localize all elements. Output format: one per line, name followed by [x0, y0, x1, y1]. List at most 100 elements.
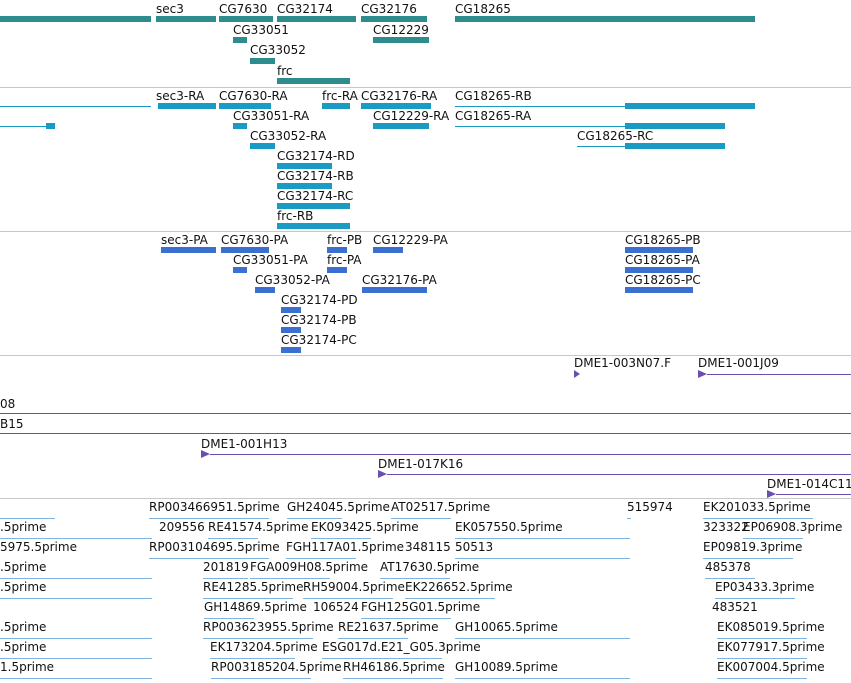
est-bar[interactable]	[250, 578, 330, 579]
protein-bar[interactable]	[625, 267, 693, 273]
clone-label[interactable]: DME1-014C11	[767, 477, 851, 491]
est-label[interactable]: 348115	[405, 540, 451, 554]
transcript-label[interactable]: CG33051-RA	[233, 109, 310, 123]
est-label[interactable]: 209556	[159, 520, 205, 534]
protein-label[interactable]: frc-PB	[327, 233, 363, 247]
est-label[interactable]: RP003466951.5prime	[149, 500, 280, 514]
est-label[interactable]: 5975.5prime	[0, 540, 77, 554]
est-label[interactable]: FGH117A01.5prime	[286, 540, 405, 554]
est-label[interactable]: GH10089.5prime	[455, 660, 558, 674]
est-bar[interactable]	[455, 678, 630, 679]
est-label[interactable]: EK077917.5prime	[717, 640, 825, 654]
est-label[interactable]: AT02517.5prime	[391, 500, 491, 514]
est-bar[interactable]	[717, 638, 807, 639]
est-label[interactable]: FGA009H08.5prime	[250, 560, 369, 574]
est-label[interactable]: 485378	[705, 560, 751, 574]
est-bar[interactable]	[287, 518, 342, 519]
protein-label[interactable]: CG12229-PA	[373, 233, 448, 247]
est-bar[interactable]	[149, 518, 269, 519]
est-label[interactable]: 515974	[627, 500, 673, 514]
est-label[interactable]: 323322	[703, 520, 749, 534]
clone-label[interactable]: DME1-001J09	[698, 356, 779, 370]
transcript-label[interactable]: CG18265-RA	[455, 109, 532, 123]
est-label[interactable]: 50513	[455, 540, 494, 554]
protein-label[interactable]: CG18265-PC	[625, 273, 701, 287]
transcript-label[interactable]: CG33052-RA	[250, 129, 327, 143]
gene-label[interactable]: CG32174	[277, 2, 333, 16]
est-bar[interactable]	[361, 618, 451, 619]
protein-label[interactable]: CG33052-PA	[255, 273, 330, 287]
est-label[interactable]: GH10065.5prime	[455, 620, 558, 634]
est-bar[interactable]	[203, 638, 313, 639]
transcript-label[interactable]: CG12229-RA	[373, 109, 450, 123]
est-label[interactable]: EP03433.3prime	[715, 580, 815, 594]
clone-label[interactable]: B15	[0, 417, 24, 431]
gene-label[interactable]: frc	[277, 64, 293, 78]
est-bar[interactable]	[0, 598, 152, 599]
est-bar[interactable]	[0, 538, 152, 539]
clone-label[interactable]: DME1-003N07.F	[574, 356, 672, 370]
est-label[interactable]: RH46186.5prime	[343, 660, 445, 674]
est-label[interactable]: .5prime	[0, 620, 47, 634]
est-bar[interactable]	[705, 578, 755, 579]
est-bar[interactable]	[455, 558, 630, 559]
protein-label[interactable]: CG32174-PB	[281, 313, 357, 327]
gene-bar[interactable]	[361, 16, 427, 22]
est-label[interactable]: GH24045.5prime	[287, 500, 390, 514]
gene-bar[interactable]	[233, 37, 247, 43]
transcript-bar[interactable]	[361, 103, 431, 109]
protein-label[interactable]: CG32176-PA	[362, 273, 437, 287]
est-bar[interactable]	[0, 658, 152, 659]
est-label[interactable]: EK173204.5prime	[210, 640, 318, 654]
est-bar[interactable]	[208, 538, 258, 539]
est-bar[interactable]	[717, 658, 807, 659]
est-bar[interactable]	[204, 618, 254, 619]
transcript-label[interactable]: CG32174-RD	[277, 149, 355, 163]
gene-bar[interactable]	[277, 78, 350, 84]
est-label[interactable]: .5prime	[0, 580, 47, 594]
est-bar[interactable]	[391, 518, 451, 519]
clone-bar[interactable]	[210, 454, 851, 455]
gene-label[interactable]: CG32176	[361, 2, 417, 16]
est-label[interactable]: FGH125G01.5prime	[361, 600, 481, 614]
est-bar[interactable]	[0, 638, 152, 639]
est-label[interactable]: AT17630.5prime	[380, 560, 480, 574]
est-bar[interactable]	[455, 538, 630, 539]
protein-label[interactable]: frc-PA	[327, 253, 362, 267]
clone-marker[interactable]	[201, 450, 210, 458]
protein-bar[interactable]	[255, 287, 275, 293]
protein-bar[interactable]	[625, 287, 693, 293]
est-label[interactable]: 483521	[712, 600, 758, 614]
clone-marker[interactable]	[698, 370, 707, 378]
transcript-bar[interactable]	[625, 103, 755, 109]
protein-label[interactable]: sec3-PA	[161, 233, 208, 247]
est-bar[interactable]	[203, 598, 293, 599]
transcript-label[interactable]: CG32176-RA	[361, 89, 438, 103]
est-label[interactable]: RE41574.5prime	[208, 520, 309, 534]
est-label[interactable]: EK085019.5prime	[717, 620, 825, 634]
gene-label[interactable]: CG33051	[233, 23, 289, 37]
est-bar[interactable]	[380, 578, 450, 579]
est-bar[interactable]	[149, 558, 269, 559]
protein-label[interactable]: CG18265-PA	[625, 253, 700, 267]
protein-bar[interactable]	[327, 267, 347, 273]
clone-marker[interactable]	[574, 370, 580, 378]
transcript-label[interactable]: sec3-RA	[156, 89, 205, 103]
est-bar[interactable]	[338, 638, 408, 639]
gene-bar[interactable]	[373, 37, 429, 43]
protein-bar[interactable]	[625, 247, 693, 253]
gene-bar[interactable]	[250, 58, 275, 64]
protein-bar[interactable]	[281, 327, 301, 333]
clone-marker[interactable]	[767, 490, 776, 498]
transcript-bar[interactable]	[277, 203, 350, 209]
est-label[interactable]: 1.5prime	[0, 660, 55, 674]
protein-label[interactable]: CG32174-PC	[281, 333, 357, 347]
est-label[interactable]: EK201033.5prime	[703, 500, 811, 514]
est-bar[interactable]	[627, 518, 631, 519]
transcript-label[interactable]: frc-RB	[277, 209, 314, 223]
transcript-label[interactable]: CG18265-RC	[577, 129, 654, 143]
transcript-bar[interactable]	[250, 143, 275, 149]
est-label[interactable]: .5prime	[0, 520, 47, 534]
protein-label[interactable]: CG7630-PA	[221, 233, 289, 247]
transcript-bar[interactable]	[625, 123, 725, 129]
